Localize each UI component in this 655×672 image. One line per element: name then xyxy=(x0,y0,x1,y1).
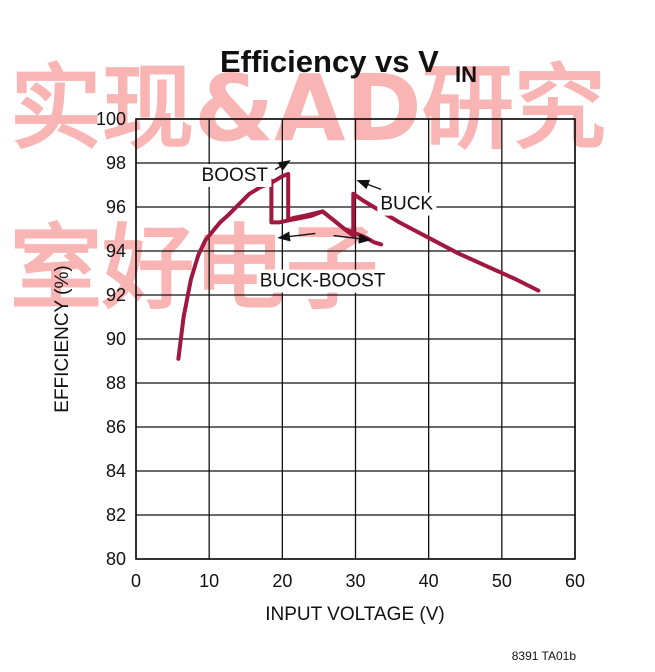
x-tick-label: 30 xyxy=(345,571,365,591)
chart-title-subscript: IN xyxy=(455,62,477,87)
annotation-boost: BOOST xyxy=(202,165,269,186)
annotation-buck: BUCK xyxy=(380,194,433,215)
y-tick-label: 80 xyxy=(106,549,126,569)
x-tick-label: 10 xyxy=(199,571,219,591)
y-tick-label: 94 xyxy=(106,241,126,261)
annotation-bg-buck xyxy=(377,192,437,216)
y-tick-label: 96 xyxy=(106,197,126,217)
y-tick-label: 86 xyxy=(106,417,126,437)
y-tick-label: 100 xyxy=(96,109,126,129)
chart-title: Efficiency vs V xyxy=(220,44,439,79)
y-tick-label: 82 xyxy=(106,505,126,525)
annotations: BOOST BUCK BUCK-BOOST xyxy=(198,160,437,293)
x-tick-label: 60 xyxy=(565,571,585,591)
annotation-arrow-buck-1 xyxy=(356,179,382,191)
plot-frame xyxy=(135,118,576,560)
watermark-text-top: 实现&AD研究 xyxy=(10,55,606,162)
annotation-bg-buck-boost xyxy=(256,269,389,293)
x-tick-label: 0 xyxy=(131,571,141,591)
y-tick-label: 88 xyxy=(106,373,126,393)
annotation-arrow-boost-1 xyxy=(274,160,291,171)
x-tick-label: 20 xyxy=(272,571,292,591)
annotation-buck-boost: BUCK-BOOST xyxy=(260,271,386,292)
x-tick-label: 40 xyxy=(419,571,439,591)
y-tick-label: 92 xyxy=(106,285,126,305)
x-axis-title: INPUT VOLTAGE (V) xyxy=(265,604,444,625)
y-tick-label: 98 xyxy=(106,153,126,173)
tick-labels: 0 10 20 30 40 50 60 80 82 84 86 88 90 92 94 96 98 100 xyxy=(96,109,585,591)
y-tick-label: 84 xyxy=(106,461,126,481)
figure-id: 8391 TA01b xyxy=(512,649,577,663)
y-axis-title: EFFICIENCY (%) xyxy=(52,265,73,412)
annotation-arrow-buck-boost-2 xyxy=(333,233,372,244)
x-tick-label: 50 xyxy=(492,571,512,591)
annotation-arrow-buck-boost-1 xyxy=(277,231,316,242)
y-tick-label: 90 xyxy=(106,329,126,349)
annotation-bg-boost xyxy=(198,164,272,187)
